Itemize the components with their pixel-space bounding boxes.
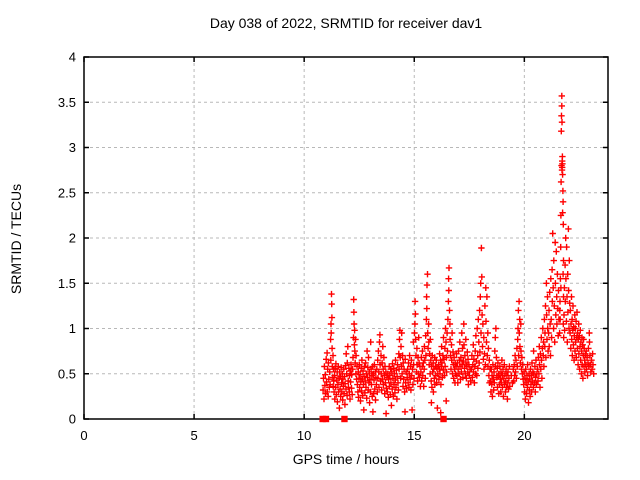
svg-text:4: 4 — [69, 50, 76, 65]
y-axis-label: SRMTID / TECUs — [8, 183, 24, 295]
svg-text:0: 0 — [69, 412, 76, 427]
svg-text:20: 20 — [517, 428, 531, 443]
svg-text:10: 10 — [297, 428, 311, 443]
svg-text:2: 2 — [69, 231, 76, 246]
svg-text:0.5: 0.5 — [58, 366, 76, 381]
tick-marks — [83, 56, 608, 420]
svg-text:2.5: 2.5 — [58, 185, 76, 200]
chart-title: Day 038 of 2022, SRMTID for receiver dav… — [209, 15, 483, 31]
svg-text:0: 0 — [80, 428, 87, 443]
svg-text:3: 3 — [69, 140, 76, 155]
svg-text:1.5: 1.5 — [58, 276, 76, 291]
srmtid-points — [319, 92, 597, 417]
svg-text:1: 1 — [69, 321, 76, 336]
x-axis-label: GPS time / hours — [292, 451, 400, 467]
svg-text:5: 5 — [190, 428, 197, 443]
flagged-zero-points — [319, 415, 447, 423]
svg-text:3.5: 3.5 — [58, 95, 76, 110]
y-tick-labels: 0 0.5 1 1.5 2 2.5 3 3.5 4 — [58, 50, 76, 427]
x-tick-labels: 0 5 10 15 20 — [80, 428, 531, 443]
grid-lines — [84, 57, 608, 419]
svg-text:15: 15 — [407, 428, 421, 443]
